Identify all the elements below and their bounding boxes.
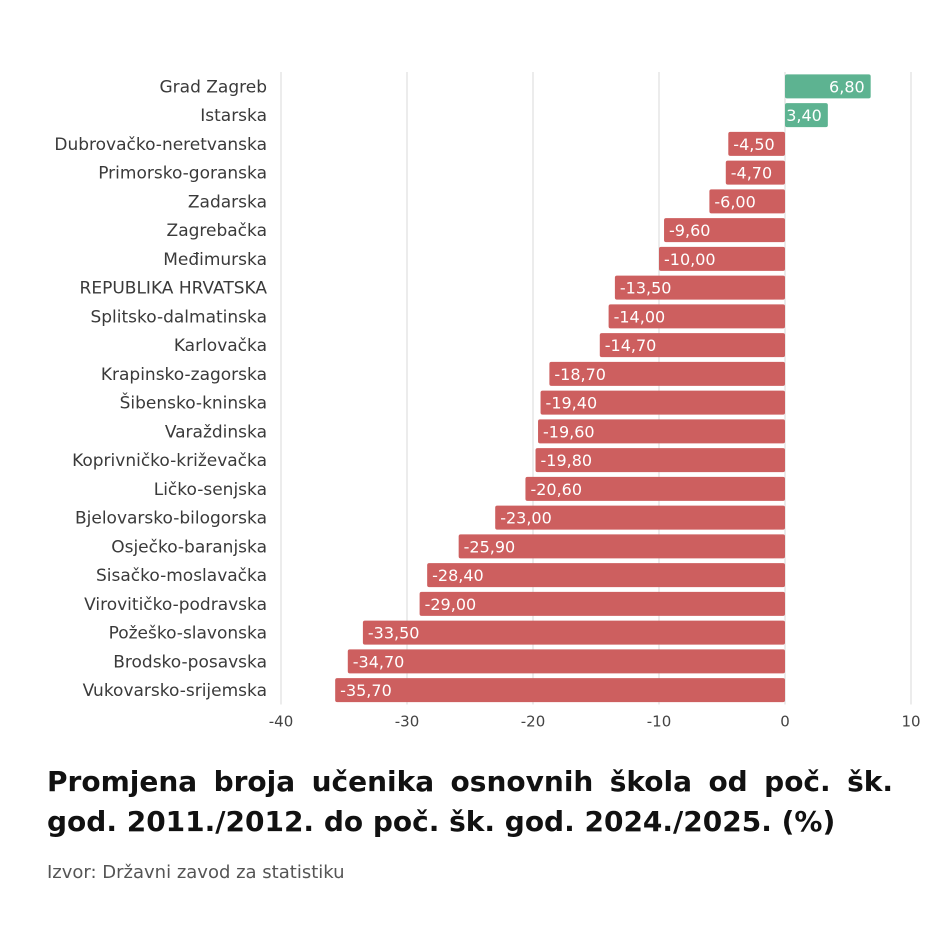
data-label: -19,80 xyxy=(541,451,593,470)
data-label: -19,60 xyxy=(543,422,595,441)
category-label: REPUBLIKA HRVATSKA xyxy=(80,279,268,299)
data-label: -18,70 xyxy=(554,365,606,384)
category-label: Bjelovarsko-bilogorska xyxy=(75,509,267,529)
bar xyxy=(709,189,785,214)
bar xyxy=(495,505,785,530)
category-label: Istarska xyxy=(200,106,267,126)
bar xyxy=(525,476,785,501)
category-label: Krapinsko-zagorska xyxy=(101,365,267,385)
category-label: Koprivničko-križevačka xyxy=(72,451,267,471)
bar xyxy=(538,419,785,444)
bar xyxy=(659,246,785,271)
category-label: Ličko-senjska xyxy=(154,480,267,500)
category-label: Međimurska xyxy=(163,250,267,270)
data-label: -9,60 xyxy=(669,221,710,240)
source-note: Izvor: Državni zavod za statistiku xyxy=(47,862,345,883)
category-label: Požeško-slavonska xyxy=(109,624,267,644)
data-label: -4,50 xyxy=(733,135,774,154)
category-label: Vukovarsko-srijemska xyxy=(83,681,267,701)
x-tick-label: -20 xyxy=(521,713,546,731)
data-label: -19,40 xyxy=(546,394,598,413)
bar xyxy=(535,448,785,473)
bar xyxy=(725,160,785,185)
bar xyxy=(728,131,785,156)
data-label: -6,00 xyxy=(714,192,755,211)
bars: 6,80 3,40 -4,50 -4,70 -6,00-9,60 -10,00 -13,50… xyxy=(335,74,871,703)
data-label: -23,00 xyxy=(500,509,552,528)
bar xyxy=(419,591,785,616)
bar xyxy=(335,678,785,703)
bar xyxy=(540,390,785,415)
bar xyxy=(549,361,785,386)
data-label: -35,70 xyxy=(340,681,392,700)
category-label: Brodsko-posavska xyxy=(113,652,267,672)
data-label: -34,70 xyxy=(353,652,405,671)
data-label: -14,70 xyxy=(605,336,657,355)
bar xyxy=(664,218,785,243)
data-label: -14,00 xyxy=(614,307,666,326)
category-label: Karlovačka xyxy=(174,336,267,356)
data-label: -10,00 xyxy=(664,250,716,269)
x-tick-label: -40 xyxy=(269,713,294,731)
category-label: Varaždinska xyxy=(165,422,267,442)
category-label: Splitsko-dalmatinska xyxy=(90,307,267,327)
data-label: 6,80 xyxy=(829,77,865,96)
x-tick-label: 10 xyxy=(901,713,920,731)
data-label: -28,40 xyxy=(432,566,484,585)
chart-title: Promjena broja učenika osnovnih škola od… xyxy=(47,765,893,838)
category-label: Zadarska xyxy=(188,192,267,212)
bar xyxy=(458,534,785,559)
category-label: Grad Zagreb xyxy=(160,77,268,97)
category-label: Primorsko-goranska xyxy=(98,164,267,184)
bar xyxy=(347,649,785,674)
x-tick-label: -30 xyxy=(395,713,420,731)
data-label: -4,70 xyxy=(731,164,772,183)
bar xyxy=(362,620,785,645)
category-labels: Grad Zagreb Istarska Dubrovačko-neretvansk… xyxy=(54,77,267,701)
x-tick-label: -10 xyxy=(647,713,672,731)
category-label: Dubrovačko-neretvanska xyxy=(54,135,267,155)
category-label: Šibensko-kninska xyxy=(120,392,267,414)
x-tick-label: 0 xyxy=(780,713,790,731)
data-label: -33,50 xyxy=(368,624,420,643)
category-label: Osječko-baranjska xyxy=(111,537,267,557)
category-label: Sisačko-moslavačka xyxy=(96,566,267,586)
category-label: Zagrebačka xyxy=(167,221,267,241)
data-label: -25,90 xyxy=(464,537,516,556)
data-label: -13,50 xyxy=(620,279,672,298)
bar xyxy=(599,333,785,358)
category-label: Virovitičko-podravska xyxy=(84,595,267,615)
bar xyxy=(427,563,785,588)
bar xyxy=(608,304,785,329)
x-axis-ticks: -40 -30 -20 -10 0 10 xyxy=(269,713,921,731)
bar xyxy=(614,275,785,300)
bar xyxy=(785,103,828,128)
bar xyxy=(785,74,871,99)
data-label: -20,60 xyxy=(530,480,582,499)
data-label: 3,40 xyxy=(786,106,822,125)
bar-chart: 6,80 3,40 -4,50 -4,70 -6,00-9,60 -10,00 -13,50… xyxy=(54,72,921,731)
data-label: -29,00 xyxy=(425,595,477,614)
